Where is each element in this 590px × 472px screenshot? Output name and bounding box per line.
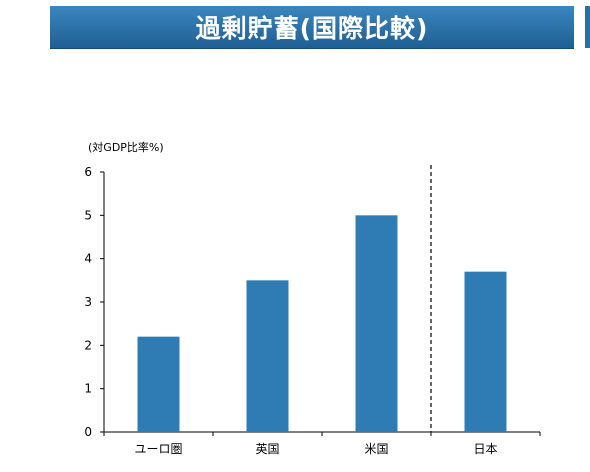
bar-1 <box>246 280 289 432</box>
y-axis-label: (対GDP比率%) <box>88 140 164 154</box>
x-ticks: ユーロ圏 英国 米国 日本 <box>103 432 541 456</box>
x-tick-label: 日本 <box>473 442 497 456</box>
banner-edge <box>585 6 590 48</box>
y-tick-label: 5 <box>84 208 92 222</box>
y-tick-label: 4 <box>84 252 92 266</box>
bar-2 <box>355 215 398 432</box>
page-title: 過剰貯蓄(国際比較) <box>195 14 429 43</box>
x-tick-label: 米国 <box>364 442 388 456</box>
x-tick-label: 英国 <box>255 442 279 456</box>
bars <box>137 215 507 432</box>
bar-0 <box>137 336 180 432</box>
y-ticks: 0 1 2 3 4 5 6 <box>84 165 104 439</box>
y-tick-label: 3 <box>84 295 92 309</box>
y-tick-label: 6 <box>84 165 92 179</box>
y-tick-label: 1 <box>84 382 92 396</box>
title-banner: 過剰貯蓄(国際比較) <box>50 6 574 49</box>
y-tick-label: 2 <box>84 338 92 352</box>
x-tick-label: ユーロ圏 <box>134 442 182 456</box>
bar-3 <box>464 271 507 432</box>
y-tick-label: 0 <box>84 425 92 439</box>
